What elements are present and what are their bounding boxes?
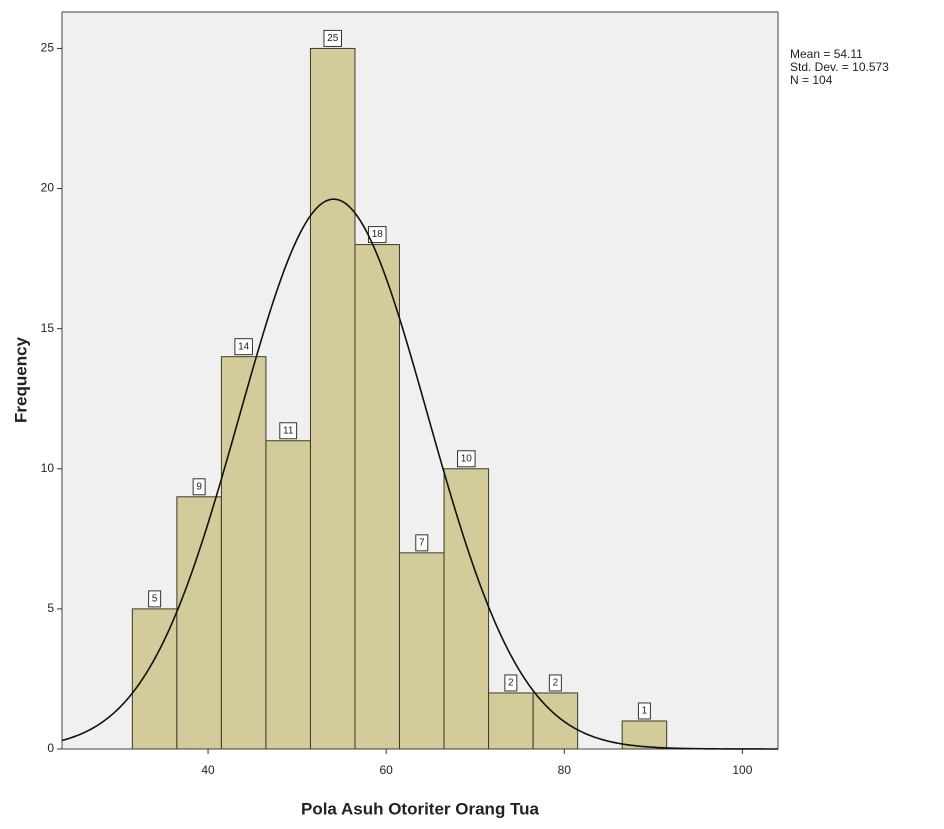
stat-label: N = 104 [790, 73, 833, 87]
bar [400, 553, 445, 749]
chart: Pola Asuh Otoriter Orang Tua Frequency 0… [0, 0, 944, 829]
x-tick-label: 40 [201, 763, 215, 777]
y-tick-label: 10 [41, 461, 55, 475]
bar-value-label: 18 [372, 229, 384, 240]
bar [489, 693, 534, 749]
y-axis-title: Frequency [11, 336, 30, 423]
y-tick-label: 0 [47, 741, 54, 755]
bar [177, 497, 222, 749]
bar-value-label: 7 [419, 537, 425, 548]
bar-value-label: 25 [327, 33, 339, 44]
bar-value-label: 2 [508, 678, 514, 689]
x-tick-label: 100 [732, 763, 752, 777]
stat-label: Mean = 54.11 [790, 47, 863, 61]
bar-value-label: 2 [553, 678, 559, 689]
bar [132, 609, 177, 749]
y-tick-label: 20 [41, 181, 55, 195]
x-tick-label: 80 [558, 763, 572, 777]
bar [310, 48, 355, 749]
bar-value-label: 10 [461, 453, 473, 464]
bar-value-label: 11 [283, 425, 294, 436]
bar-value-label: 1 [642, 706, 648, 717]
x-tick-label: 60 [379, 763, 393, 777]
y-tick-label: 15 [41, 321, 55, 335]
bar-value-label: 9 [196, 481, 202, 492]
bar [266, 441, 311, 749]
y-tick-label: 5 [47, 601, 54, 615]
bar [221, 357, 266, 749]
bar [533, 693, 578, 749]
stat-label: Std. Dev. = 10.573 [790, 60, 889, 74]
x-axis-title: Pola Asuh Otoriter Orang Tua [301, 799, 540, 818]
bar [444, 469, 489, 749]
bar-value-label: 5 [152, 594, 158, 605]
bar [355, 245, 400, 749]
y-tick-label: 25 [41, 41, 55, 55]
bar-value-label: 14 [238, 341, 250, 352]
